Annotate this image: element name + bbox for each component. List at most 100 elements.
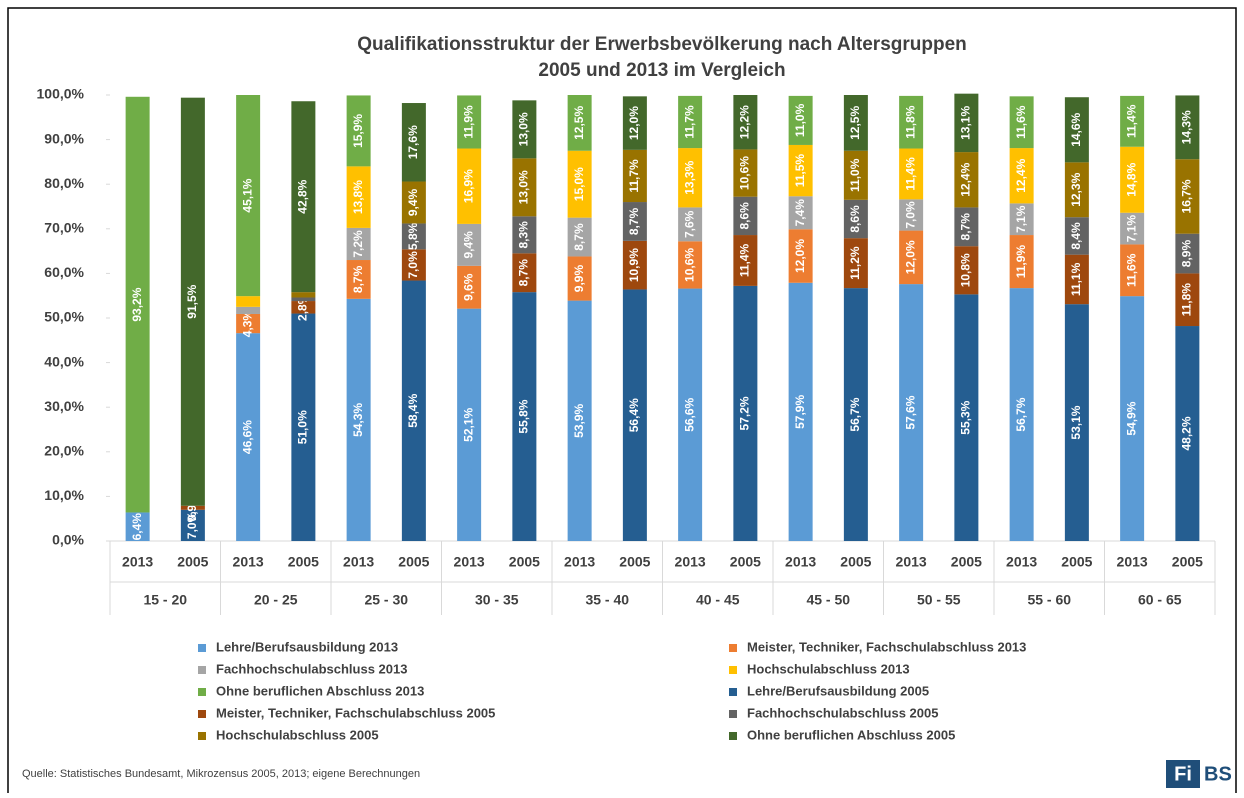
bar-segment [1175,326,1200,541]
data-label: 7,1% [1124,215,1138,243]
bar-segment [899,199,924,231]
bar-segment [457,265,482,309]
data-label: 8,6% [848,205,862,233]
legend-label: Fachhochschulabschluss 2005 [747,705,938,720]
bar-segment [346,298,371,541]
legend-marker [198,688,206,696]
y-tick-label: 30,0% [44,398,84,414]
data-label: 54,3% [351,403,365,437]
x-tick-label: 2013 [564,554,595,570]
bar-segment [1009,148,1034,204]
data-label: 12,0% [627,106,641,140]
bar-segment [1009,288,1034,541]
x-tick-label: 2005 [288,554,319,570]
bar-segment [954,93,979,153]
x-tick-label: 2005 [509,554,540,570]
legend-marker [729,666,737,674]
data-label: 8,7% [517,259,531,287]
bar-segment [125,512,150,541]
data-label: 13,0% [517,170,531,204]
bar-segment [899,148,924,200]
data-label: 9,6% [461,273,475,301]
bar-segment [457,308,482,541]
frame [7,7,1237,798]
data-label: 11,4% [1124,104,1138,138]
legend-marker [198,732,206,740]
bar-segment [567,256,592,301]
data-label: 48,2% [1180,416,1194,450]
data-label: 10,6% [738,156,752,190]
bar-segment [899,230,924,285]
bar-segment [1009,96,1034,149]
bar-segment [346,95,371,167]
bar-segment [1064,97,1089,163]
data-label: 54,9% [1124,401,1138,435]
bar-segment [1175,233,1200,274]
data-label: 9,9% [572,265,586,293]
data-label: 14,8% [1124,162,1138,196]
bar-segment [236,313,261,334]
bar-segment [567,217,592,257]
y-tick-label: 70,0% [44,220,84,236]
x-tick-label: 2013 [454,554,485,570]
group-label: 45 - 50 [806,592,850,608]
legend-label: Lehre/Berufsausbildung 2013 [216,639,398,654]
data-label: 11,2% [848,246,862,280]
data-label: 8,7% [351,265,365,293]
bar-segment [291,297,316,302]
legend-marker [729,688,737,696]
bar-segment [512,158,537,217]
data-label: 11,4% [903,157,917,191]
bar-segment [512,216,537,254]
group-label: 20 - 25 [254,592,298,608]
data-label: 11,1% [1069,262,1083,296]
data-label: 16,9% [461,169,475,203]
bar-segment [125,96,150,513]
bar-segment [843,150,868,200]
bar-segment [401,223,426,250]
bar-segment [678,241,703,289]
data-label: 16,7% [1180,179,1194,213]
group-label: 60 - 65 [1138,592,1182,608]
data-label: 8,7% [572,223,586,251]
data-label: 12,0% [903,240,917,274]
data-label: 56,6% [682,397,696,431]
data-label: 56,7% [1014,397,1028,431]
bar-segment [954,246,979,295]
bar-segment [180,97,205,506]
legend-marker [198,666,206,674]
x-tick-label: 2013 [122,554,153,570]
bar-segment [954,207,979,247]
bar-segment [236,95,261,297]
bar-segment [1064,254,1089,305]
data-label: 7,2% [351,230,365,258]
group-label: 55 - 60 [1027,592,1071,608]
data-label: 58,4% [406,393,420,427]
bar-segment [346,227,371,261]
data-label: 15,9% [351,114,365,148]
x-tick-label: 2005 [398,554,429,570]
bar-segment [457,223,482,266]
data-label: 11,9% [461,105,475,139]
bar-segment [843,199,868,239]
data-label: 55,3% [959,400,973,434]
data-label: 7,0% [185,511,199,539]
y-tick-label: 90,0% [44,130,84,146]
x-tick-label: 2013 [1006,554,1037,570]
data-label: 5,8% [406,222,420,250]
bar-segment [843,238,868,289]
group-label: 35 - 40 [585,592,629,608]
data-label: 52,1% [461,407,475,441]
data-label: 11,4% [738,243,752,277]
data-label: 93,2% [130,287,144,321]
legend-label: Lehre/Berufsausbildung 2005 [747,683,929,698]
bar-segment [512,253,537,293]
legend-label: Hochschulabschluss 2013 [747,661,910,676]
legend-marker [198,710,206,718]
bar-segment [401,249,426,281]
data-label: 57,6% [903,395,917,429]
legend-marker [729,710,737,718]
data-label: 11,6% [1014,105,1028,139]
bar-segment [401,103,426,182]
